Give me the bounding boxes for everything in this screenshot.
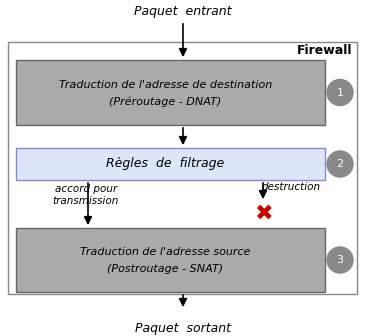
Circle shape <box>327 247 353 273</box>
Text: (Postroutage - SNAT): (Postroutage - SNAT) <box>107 264 223 274</box>
Bar <box>16 148 325 180</box>
Text: Traduction de l'adresse source: Traduction de l'adresse source <box>80 247 251 257</box>
Text: Firewall: Firewall <box>296 44 352 57</box>
Circle shape <box>327 151 353 177</box>
Text: Paquet  entrant: Paquet entrant <box>134 5 232 18</box>
Text: Paquet  sortant: Paquet sortant <box>135 322 231 335</box>
Text: Traduction de l'adresse de destination: Traduction de l'adresse de destination <box>59 80 272 89</box>
Text: ✖: ✖ <box>254 204 272 224</box>
Bar <box>16 60 325 125</box>
Text: Règles  de  filtrage: Règles de filtrage <box>106 158 224 170</box>
Bar <box>8 42 357 294</box>
Text: (Préroutage - DNAT): (Préroutage - DNAT) <box>110 96 222 107</box>
Text: destruction: destruction <box>261 182 320 192</box>
Text: 2: 2 <box>337 159 343 169</box>
Bar <box>16 228 325 292</box>
Text: accord pour
transmission: accord pour transmission <box>53 184 119 206</box>
Text: 1: 1 <box>337 87 343 97</box>
Circle shape <box>327 80 353 106</box>
Text: 3: 3 <box>337 255 343 265</box>
